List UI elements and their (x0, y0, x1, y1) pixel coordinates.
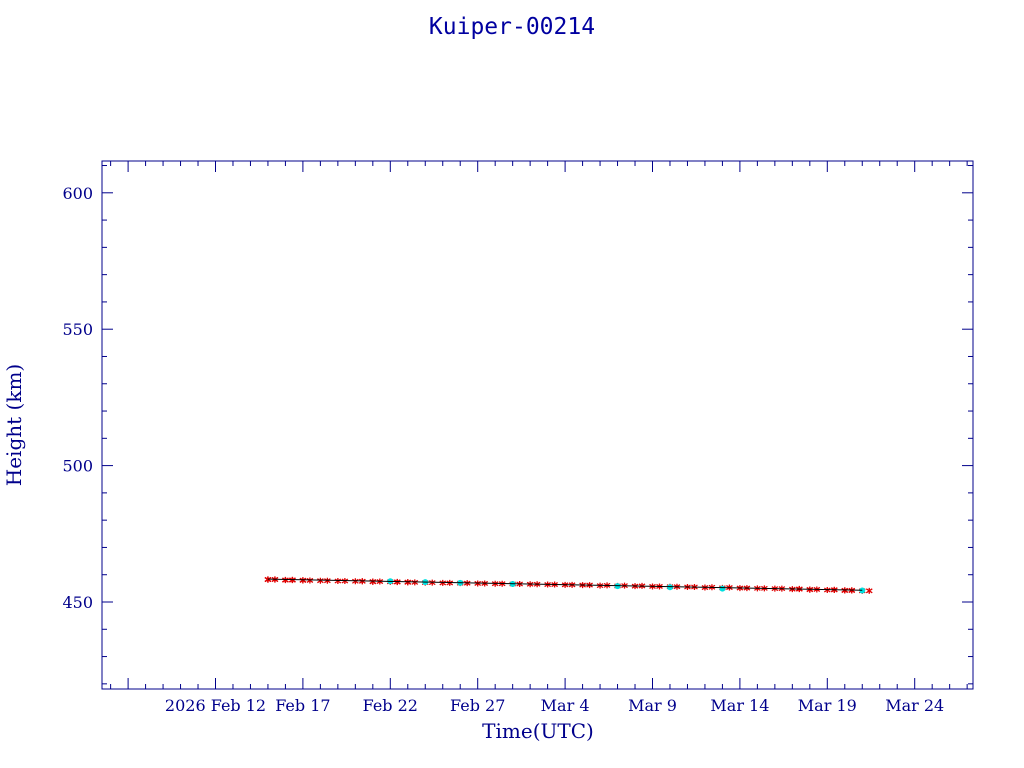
data-point-red (841, 587, 849, 594)
x-tick-label: 2026 Feb 12 (165, 696, 266, 715)
data-point-cyan (666, 584, 673, 591)
y-tick-label: 550 (62, 320, 93, 339)
data-point-red (404, 579, 412, 586)
data-point-red (299, 577, 307, 584)
y-tick-label: 500 (62, 457, 93, 476)
data-point-red (865, 587, 873, 594)
fit-line (267, 578, 863, 591)
data-point-red (334, 577, 342, 584)
y-tick-label: 450 (62, 593, 93, 612)
data-point-red (317, 577, 324, 584)
data-point-red (324, 577, 331, 584)
data-point-red (282, 577, 289, 584)
x-tick-label: Mar 19 (798, 696, 857, 715)
data-point-red (306, 577, 314, 584)
y-tick-label: 600 (62, 184, 93, 203)
x-tick-label: Mar 24 (885, 696, 944, 715)
data-point-cyan (719, 585, 726, 592)
data-point-red (439, 579, 447, 586)
data-point-red (264, 576, 272, 583)
data-point-red (369, 578, 377, 585)
x-tick-label: Feb 27 (450, 696, 505, 715)
y-axis-label: Height (km) (2, 364, 26, 486)
data-point-red (289, 577, 296, 584)
data-point-cyan (614, 583, 621, 590)
x-tick-label: Feb 17 (275, 696, 330, 715)
x-tick-label: Feb 22 (363, 696, 418, 715)
data-point-cyan (859, 587, 866, 594)
data-point-red (393, 579, 401, 586)
plot-frame (101, 160, 974, 690)
x-tick-label: Mar 14 (710, 696, 769, 715)
data-point-red (411, 579, 419, 586)
x-tick-label: Mar 4 (541, 696, 590, 715)
x-tick-label: Mar 9 (628, 696, 677, 715)
chart-title: Kuiper-00214 (428, 14, 596, 40)
x-axis-label: Time(UTC) (482, 719, 594, 743)
data-point-red (351, 578, 359, 585)
